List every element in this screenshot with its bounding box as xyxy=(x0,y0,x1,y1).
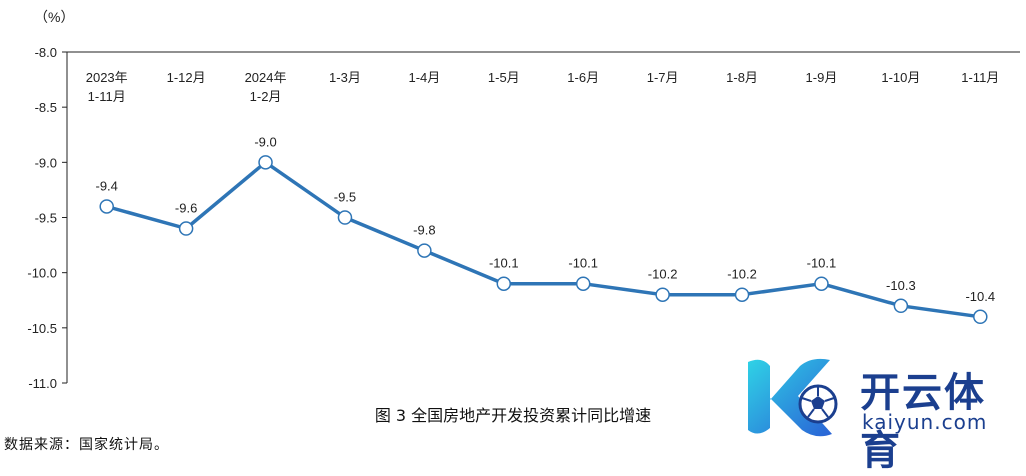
category-label: 1-3月 xyxy=(329,70,361,85)
category-label: 2024年 1-2月 xyxy=(245,70,287,104)
y-tick-label: -9.5 xyxy=(35,211,57,226)
data-label: -10.1 xyxy=(807,256,837,271)
data-point xyxy=(575,276,591,291)
data-point xyxy=(258,155,273,170)
category-label: 1-11月 xyxy=(961,70,999,85)
category-label: 1-9月 xyxy=(806,70,838,85)
y-unit-label: （%） xyxy=(34,9,74,25)
data-label: -9.0 xyxy=(254,134,276,149)
data-point xyxy=(973,309,988,325)
category-label: 1-5月 xyxy=(488,70,520,85)
data-labels: -9.4 -9.6 -9.0 -9.5 -9.8 -10.1 -10.1 -10.2 -10.2… xyxy=(96,134,996,303)
data-point xyxy=(178,221,194,236)
series-markers xyxy=(99,155,988,325)
data-point xyxy=(99,199,114,214)
category-label: 2023年 1-11月 xyxy=(86,70,128,104)
data-label: -10.2 xyxy=(648,267,678,282)
data-point xyxy=(337,210,353,225)
data-label: -9.5 xyxy=(334,190,356,205)
data-point xyxy=(417,243,432,258)
data-label: -9.4 xyxy=(96,178,118,193)
y-tick-label: -11.0 xyxy=(28,376,57,391)
watermark-logo: 开云体育 kaiyun.com xyxy=(740,352,1022,474)
data-label: -10.1 xyxy=(489,256,519,271)
chart-caption: 图 3 全国房地产开发投资累计同比增速 xyxy=(374,406,652,425)
category-label: 1-12月 xyxy=(167,70,206,85)
series-line xyxy=(106,160,981,319)
category-label: 1-4月 xyxy=(408,70,440,85)
data-point xyxy=(734,287,750,302)
watermark-en: kaiyun.com xyxy=(862,410,988,434)
y-ticks: -8.0 -8.5 -9.0 -9.5 -10.0 -10.5 -11.0 xyxy=(27,45,67,391)
y-tick-label: -10.0 xyxy=(27,266,57,281)
y-tick-label: -9.0 xyxy=(35,155,57,170)
watermark-k-ball-icon xyxy=(748,358,838,437)
y-tick-label: -8.0 xyxy=(35,45,57,60)
data-label: -9.8 xyxy=(413,223,435,238)
data-point xyxy=(893,298,909,314)
category-label: 1-7月 xyxy=(647,70,679,85)
data-label: -9.6 xyxy=(175,201,197,216)
data-point xyxy=(814,276,829,291)
category-label: 1-6月 xyxy=(567,70,599,85)
data-label: -10.4 xyxy=(965,289,995,304)
data-label: -10.2 xyxy=(727,267,757,282)
y-tick-label: -8.5 xyxy=(35,100,57,115)
data-point xyxy=(496,276,512,291)
data-label: -10.3 xyxy=(886,278,916,293)
data-point xyxy=(655,287,670,302)
data-source: 数据来源：国家统计局。 xyxy=(4,437,169,453)
category-label: 1-10月 xyxy=(881,70,920,85)
data-label: -10.1 xyxy=(568,256,598,271)
category-labels: 2023年 1-11月 1-12月 2024年 1-2月 1-3月 1-4月 1-5月 1-6月… xyxy=(86,70,1000,104)
y-tick-label: -10.5 xyxy=(27,321,57,336)
category-label: 1-8月 xyxy=(726,70,758,85)
line-chart: （%） -8.0 -8.5 -9.0 -9.5 -10.0 -10.5 -11.0 2023… xyxy=(27,9,1020,391)
